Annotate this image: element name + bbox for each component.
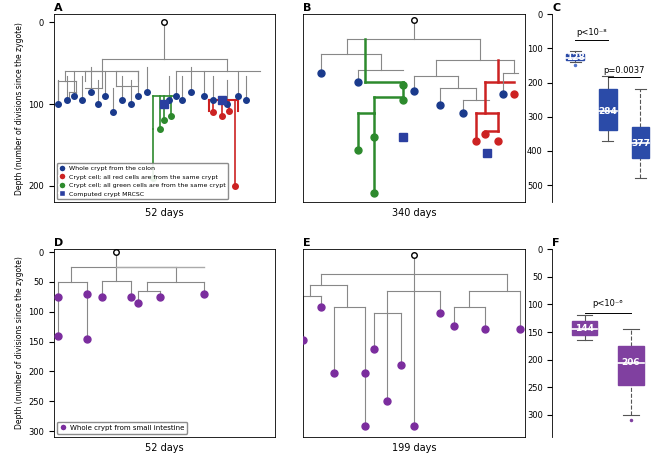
- Text: B: B: [303, 3, 312, 13]
- FancyBboxPatch shape: [572, 321, 598, 335]
- Text: 377: 377: [631, 139, 650, 148]
- Text: 128: 128: [566, 54, 585, 63]
- Text: D: D: [54, 238, 63, 248]
- X-axis label: 199 days: 199 days: [392, 443, 436, 453]
- Text: p=0.0037: p=0.0037: [604, 66, 645, 75]
- Text: A: A: [54, 3, 62, 13]
- Text: 144: 144: [576, 324, 594, 333]
- Text: 284: 284: [598, 107, 617, 116]
- FancyBboxPatch shape: [618, 346, 644, 384]
- Text: E: E: [303, 238, 311, 248]
- X-axis label: 52 days: 52 days: [145, 208, 184, 218]
- Legend: Whole crypt from small intestine: Whole crypt from small intestine: [57, 422, 188, 434]
- FancyBboxPatch shape: [599, 89, 617, 131]
- Text: C: C: [553, 3, 561, 13]
- Y-axis label: Depth (number of divisions since the zygote): Depth (number of divisions since the zyg…: [15, 22, 24, 195]
- Text: p<10⁻⁸: p<10⁻⁸: [576, 28, 607, 37]
- Y-axis label: Depth (number of divisions since the zygote): Depth (number of divisions since the zyg…: [15, 256, 24, 429]
- Text: 206: 206: [622, 359, 641, 368]
- Text: p<10⁻⁶: p<10⁻⁶: [592, 299, 623, 308]
- Legend: Whole crypt from the colon, Crypt cell; all red cells are from the same crypt, C: Whole crypt from the colon, Crypt cell; …: [57, 163, 228, 199]
- Text: F: F: [553, 238, 560, 248]
- FancyBboxPatch shape: [566, 54, 584, 60]
- X-axis label: 52 days: 52 days: [145, 443, 184, 453]
- X-axis label: 340 days: 340 days: [392, 208, 436, 218]
- FancyBboxPatch shape: [632, 127, 649, 158]
